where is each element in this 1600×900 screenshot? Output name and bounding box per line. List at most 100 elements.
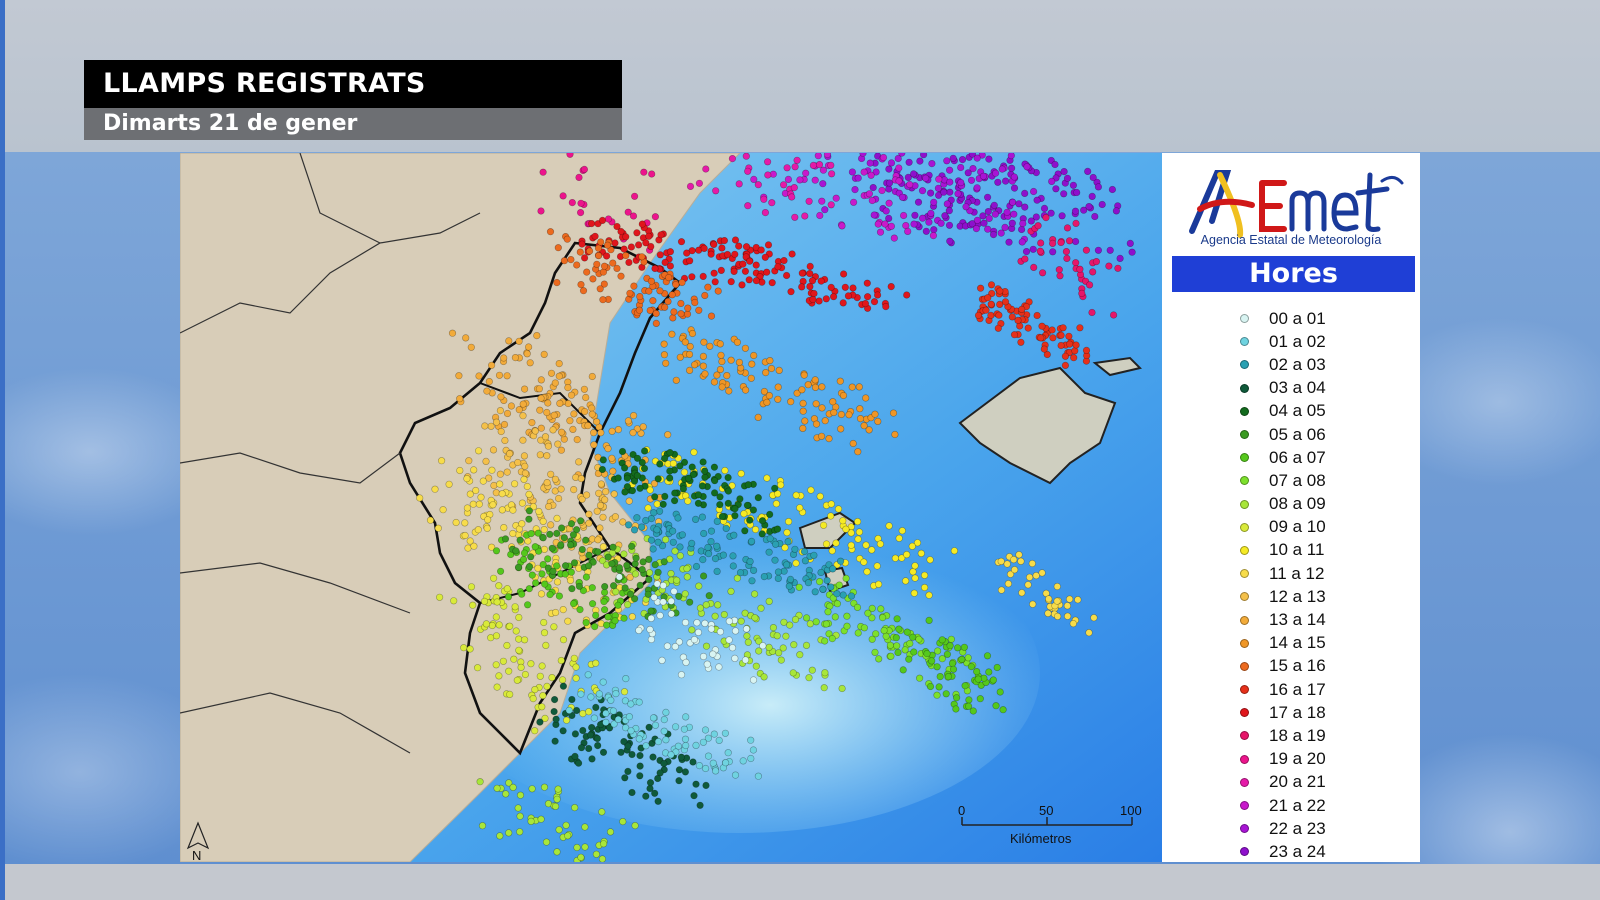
legend-item: 12 a 13 <box>1240 585 1326 608</box>
lightning-strike-dot <box>589 600 597 608</box>
lightning-strike-dot <box>512 627 520 635</box>
lightning-strike-dot <box>805 197 813 205</box>
lightning-strike-dot <box>514 804 522 812</box>
lightning-strike-dot <box>533 332 541 340</box>
lightning-strike-dot <box>649 753 657 761</box>
lightning-strike-dot <box>747 754 755 763</box>
lightning-strike-dot <box>709 759 717 767</box>
legend-item: 23 a 24 <box>1240 840 1326 863</box>
lightning-strike-dot <box>929 231 938 240</box>
lightning-strike-dot <box>718 244 726 252</box>
lightning-strike-dot <box>784 518 793 526</box>
lightning-strike-dot <box>622 233 630 241</box>
lightning-strike-dot <box>592 659 600 667</box>
lightning-strike-dot <box>947 635 956 643</box>
north-label: N <box>192 848 201 862</box>
lightning-strike-dot <box>540 783 549 791</box>
lightning-strike-dot <box>1032 572 1040 580</box>
lightning-strike-dot <box>510 655 518 663</box>
lightning-strike-dot <box>553 795 561 803</box>
scale-tick-100: 100 <box>1120 803 1142 818</box>
lightning-strike-dot <box>953 644 962 652</box>
lightning-strike-dot <box>875 655 883 663</box>
lightning-strike-dot <box>645 723 653 731</box>
lightning-strike-dot <box>564 384 572 392</box>
lightning-strike-dot <box>497 393 505 401</box>
lightning-strike-dot <box>1089 173 1097 182</box>
lightning-strike-dot <box>799 424 807 433</box>
lightning-strike-dot <box>652 319 660 327</box>
lightning-strike-dot <box>721 466 729 475</box>
lightning-strike-dot <box>630 282 638 290</box>
lightning-strike-dot <box>774 383 782 391</box>
lightning-strike-dot <box>881 220 889 228</box>
lightning-strike-dot <box>649 714 658 722</box>
lightning-strike-dot <box>863 293 872 301</box>
lightning-strike-dot <box>606 724 614 732</box>
lightning-strike-dot <box>691 298 699 307</box>
lightning-strike-dot <box>484 516 492 524</box>
lightning-strike-dot <box>540 618 548 627</box>
lightning-strike-dot <box>633 472 642 480</box>
lightning-strike-dot <box>878 186 886 195</box>
lightning-strike-dot <box>567 255 575 264</box>
lightning-strike-dot <box>741 609 749 617</box>
lightning-strike-dot <box>741 267 750 275</box>
lightning-strike-dot <box>656 460 664 468</box>
lightning-strike-dot <box>524 601 532 609</box>
lightning-strike-dot <box>997 229 1005 237</box>
lightning-strike-dot <box>614 715 622 724</box>
lightning-strike-dot <box>804 381 812 389</box>
lightning-strike-dot <box>570 410 578 418</box>
lightning-strike-dot <box>957 163 965 172</box>
lightning-strike-dot <box>688 539 696 548</box>
lightning-strike-dot <box>871 410 879 418</box>
lightning-strike-dot <box>727 356 735 364</box>
lightning-strike-dot <box>1114 264 1122 272</box>
lightning-strike-dot <box>738 281 746 289</box>
lightning-strike-dot <box>625 258 633 266</box>
lightning-strike-dot <box>1037 334 1045 342</box>
lightning-strike-dot <box>635 626 643 635</box>
lightning-strike-dot <box>765 548 773 556</box>
lightning-strike-dot <box>577 744 586 752</box>
lightning-strike-dot <box>879 153 888 162</box>
lightning-strike-dot <box>967 176 976 184</box>
lightning-strike-dot <box>503 409 512 418</box>
lightning-strike-dot <box>933 647 942 655</box>
lightning-strike-dot <box>560 534 568 542</box>
lightning-strike-dot <box>506 622 514 630</box>
lightning-strike-dot <box>485 474 493 482</box>
lightning-strike-dot <box>1019 219 1027 228</box>
lightning-strike-dot <box>774 568 783 576</box>
lightning-strike-dot <box>679 485 688 493</box>
lightning-strike-dot <box>878 614 887 622</box>
lightning-strike-dot <box>711 767 720 775</box>
lightning-strike-dot <box>575 759 583 767</box>
lightning-strike-dot <box>766 510 774 519</box>
lightning-strike-dot <box>511 480 519 488</box>
lightning-strike-dot <box>938 636 946 644</box>
lightning-strike-dot <box>671 497 679 505</box>
lightning-strike-dot <box>791 545 799 553</box>
lightning-strike-dot <box>534 564 542 572</box>
lightning-strike-dot <box>531 427 539 435</box>
lightning-strike-dot <box>671 643 679 651</box>
lightning-strike-dot <box>490 481 498 490</box>
legend-dot-icon <box>1240 615 1249 625</box>
lightning-strike-dot <box>598 216 607 224</box>
lightning-strike-dot <box>729 552 737 560</box>
lightning-strike-dot <box>456 395 464 403</box>
lightning-strike-dot <box>741 527 749 535</box>
lightning-strike-dot <box>521 670 530 679</box>
lightning-strike-dot <box>611 513 620 521</box>
legend-label: 16 a 17 <box>1269 679 1326 699</box>
lightning-strike-dot <box>741 344 750 352</box>
lightning-strike-dot <box>847 541 855 549</box>
legend-item: 09 a 10 <box>1240 516 1326 539</box>
lightning-strike-dot <box>590 441 598 449</box>
lightning-strike-dot <box>475 500 483 508</box>
lightning-strike-dot <box>669 314 677 322</box>
lightning-strike-dot <box>611 239 619 247</box>
lightning-strike-dot <box>582 536 590 544</box>
